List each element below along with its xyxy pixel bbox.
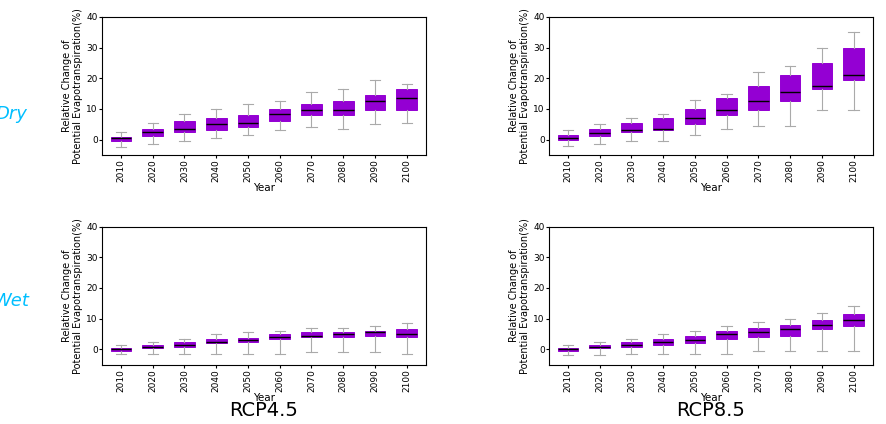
PathPatch shape — [143, 129, 163, 136]
PathPatch shape — [206, 339, 227, 343]
Y-axis label: Relative Change of
Potential Evapotranspiration(%): Relative Change of Potential Evapotransp… — [62, 218, 83, 374]
X-axis label: Year: Year — [253, 393, 275, 403]
PathPatch shape — [843, 47, 864, 80]
PathPatch shape — [557, 135, 579, 139]
PathPatch shape — [589, 345, 610, 349]
PathPatch shape — [780, 325, 800, 335]
PathPatch shape — [333, 332, 354, 337]
PathPatch shape — [143, 345, 163, 349]
PathPatch shape — [365, 331, 385, 335]
X-axis label: Year: Year — [700, 393, 722, 403]
X-axis label: Year: Year — [253, 183, 275, 193]
PathPatch shape — [396, 329, 417, 337]
PathPatch shape — [111, 137, 131, 141]
PathPatch shape — [716, 331, 737, 339]
Text: RCP4.5: RCP4.5 — [229, 401, 299, 420]
PathPatch shape — [780, 75, 800, 101]
PathPatch shape — [269, 334, 290, 339]
PathPatch shape — [175, 342, 195, 347]
Text: Dry: Dry — [0, 106, 27, 123]
PathPatch shape — [685, 109, 705, 124]
PathPatch shape — [748, 328, 769, 337]
Y-axis label: Relative Change of
Potential Evapotranspiration(%): Relative Change of Potential Evapotransp… — [509, 8, 531, 164]
PathPatch shape — [716, 98, 737, 115]
PathPatch shape — [111, 348, 131, 351]
PathPatch shape — [621, 123, 641, 132]
PathPatch shape — [557, 348, 579, 351]
Text: Wet: Wet — [0, 292, 29, 310]
PathPatch shape — [396, 89, 417, 111]
Y-axis label: Relative Change of
Potential Evapotranspiration(%): Relative Change of Potential Evapotransp… — [509, 218, 531, 374]
PathPatch shape — [333, 101, 354, 115]
PathPatch shape — [175, 121, 195, 132]
X-axis label: Year: Year — [700, 183, 722, 193]
PathPatch shape — [812, 63, 832, 89]
PathPatch shape — [812, 320, 832, 329]
PathPatch shape — [206, 118, 227, 131]
PathPatch shape — [365, 95, 385, 111]
PathPatch shape — [748, 86, 769, 111]
PathPatch shape — [589, 129, 610, 136]
PathPatch shape — [685, 335, 705, 343]
PathPatch shape — [237, 338, 259, 342]
PathPatch shape — [653, 339, 673, 345]
PathPatch shape — [269, 109, 290, 121]
PathPatch shape — [301, 104, 322, 115]
Y-axis label: Relative Change of
Potential Evapotranspiration(%): Relative Change of Potential Evapotransp… — [62, 8, 83, 164]
PathPatch shape — [653, 118, 673, 131]
PathPatch shape — [301, 332, 322, 337]
Text: RCP8.5: RCP8.5 — [676, 401, 745, 420]
PathPatch shape — [843, 314, 864, 326]
PathPatch shape — [237, 115, 259, 127]
PathPatch shape — [621, 342, 641, 347]
